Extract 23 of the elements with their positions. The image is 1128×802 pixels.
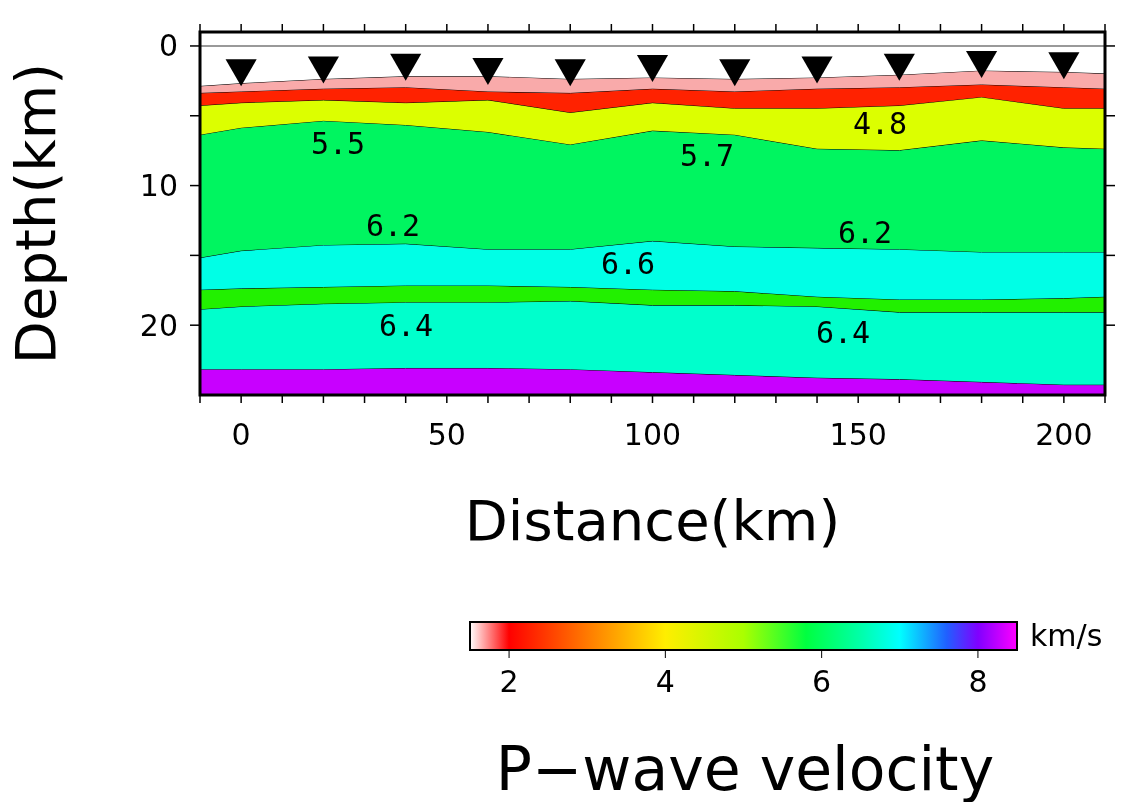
x-tick-label: 200 <box>1035 417 1093 452</box>
text: km/s <box>1030 618 1103 653</box>
annotation: 6.4 <box>378 307 434 343</box>
annotation: 6.4 <box>815 314 871 350</box>
y-tick-label: 10 <box>139 168 178 204</box>
x-tick-label: 100 <box>623 417 682 452</box>
x-tick-label: 50 <box>427 417 466 452</box>
x-tick-label: 150 <box>829 417 887 452</box>
color-bar-label: 8 <box>968 664 988 699</box>
annotation: 5.7 <box>679 137 735 173</box>
annotation: 6.2 <box>365 207 421 243</box>
color-bar-label: 6 <box>812 664 832 699</box>
x-axis-title: Distance(km) <box>464 488 841 553</box>
y-axis-title: Depth(km) <box>3 62 68 365</box>
annotation: 4.8 <box>852 105 908 141</box>
x-tick-label: 0 <box>231 417 251 452</box>
color-bar-label: 4 <box>655 664 675 699</box>
annotation: 6.6 <box>600 245 656 281</box>
annotation: 6.2 <box>837 214 893 250</box>
y-tick-label: 20 <box>139 307 178 343</box>
color-bar-label: 2 <box>499 664 519 699</box>
y-tick-label: 0 <box>158 28 178 64</box>
annotation: 5.5 <box>310 125 366 161</box>
